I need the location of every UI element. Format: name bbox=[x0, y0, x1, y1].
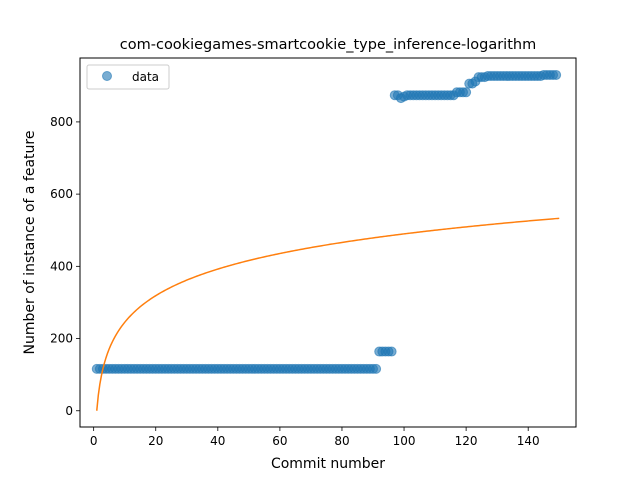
legend-label-data: data bbox=[132, 70, 159, 84]
y-axis-ticks: 0 200 400 600 800 bbox=[50, 115, 80, 418]
data-point bbox=[551, 69, 562, 80]
y-tick-label: 800 bbox=[50, 115, 73, 129]
x-tick-label: 40 bbox=[210, 434, 225, 448]
x-tick-label: 140 bbox=[517, 434, 540, 448]
data-point bbox=[371, 363, 382, 374]
x-axis-label: Commit number bbox=[271, 456, 385, 472]
y-tick-label: 400 bbox=[50, 259, 73, 273]
legend-marker-data bbox=[102, 71, 112, 81]
x-axis-ticks: 0 20 40 60 80 100 120 140 bbox=[90, 427, 540, 448]
x-tick-label: 60 bbox=[272, 434, 287, 448]
legend: data bbox=[86, 64, 170, 90]
plot-area bbox=[79, 57, 577, 428]
data-point bbox=[386, 346, 397, 357]
data-point bbox=[461, 87, 472, 98]
chart-title: com-cookiegames-smartcookie_type_inferen… bbox=[120, 37, 536, 53]
x-tick-label: 120 bbox=[455, 434, 478, 448]
x-tick-label: 80 bbox=[334, 434, 349, 448]
y-tick-label: 600 bbox=[50, 187, 73, 201]
data-series-points bbox=[91, 69, 562, 374]
y-tick-label: 200 bbox=[50, 332, 73, 346]
x-tick-label: 20 bbox=[148, 434, 163, 448]
y-axis-label: Number of instance of a feature bbox=[22, 131, 38, 355]
y-tick-label: 0 bbox=[65, 404, 73, 418]
legend-frame bbox=[86, 64, 170, 90]
logarithmic-fit-line bbox=[96, 217, 560, 411]
axes-frame bbox=[79, 57, 577, 428]
x-tick-label: 100 bbox=[393, 434, 416, 448]
x-tick-label: 0 bbox=[90, 434, 98, 448]
